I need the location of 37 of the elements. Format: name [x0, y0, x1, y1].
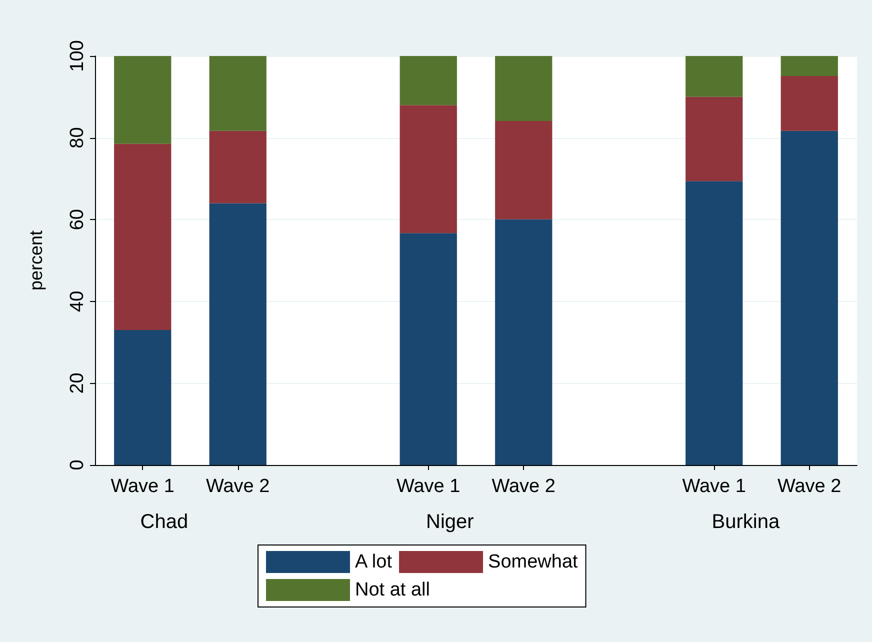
y-axis-title: percent: [26, 230, 46, 291]
x-tick-label: Wave 2: [778, 476, 842, 497]
bar: [209, 56, 266, 131]
bar: [114, 330, 172, 465]
bar: [209, 203, 266, 465]
x-tick-label: Wave 2: [492, 476, 556, 497]
bar: [495, 219, 552, 465]
legend-label: Not at all: [355, 580, 430, 600]
bar: [780, 76, 838, 131]
y-tick-label: 40: [67, 290, 88, 312]
bar: [780, 130, 838, 465]
bar: [400, 233, 457, 465]
x-tick-label: Wave 1: [396, 476, 460, 497]
bar: [495, 56, 552, 122]
bar: [114, 56, 172, 144]
y-tick-label: 0: [67, 460, 88, 470]
bar: [495, 121, 552, 220]
legend-label: A lot: [355, 552, 393, 572]
text: Chad: [140, 511, 188, 533]
legend-label: Somewhat: [488, 552, 579, 572]
x-tick-label: Wave 1: [110, 476, 174, 497]
x-tick-label: Wave 2: [206, 476, 270, 497]
bar: [209, 130, 266, 204]
bar: [400, 56, 457, 106]
y-tick-label: 100: [67, 40, 88, 72]
bar: [780, 56, 838, 76]
y-tick-label: 60: [67, 209, 88, 230]
bar: [400, 105, 457, 234]
x-tick-label: Wave 1: [682, 476, 746, 497]
bar: [114, 144, 172, 330]
y-tick-label: 20: [67, 372, 88, 394]
bar: [686, 96, 743, 182]
bar: [686, 56, 743, 97]
text: Burkina: [712, 511, 780, 533]
y-tick-label: 80: [67, 127, 88, 148]
text: Niger: [426, 511, 474, 533]
bar: [686, 181, 743, 465]
